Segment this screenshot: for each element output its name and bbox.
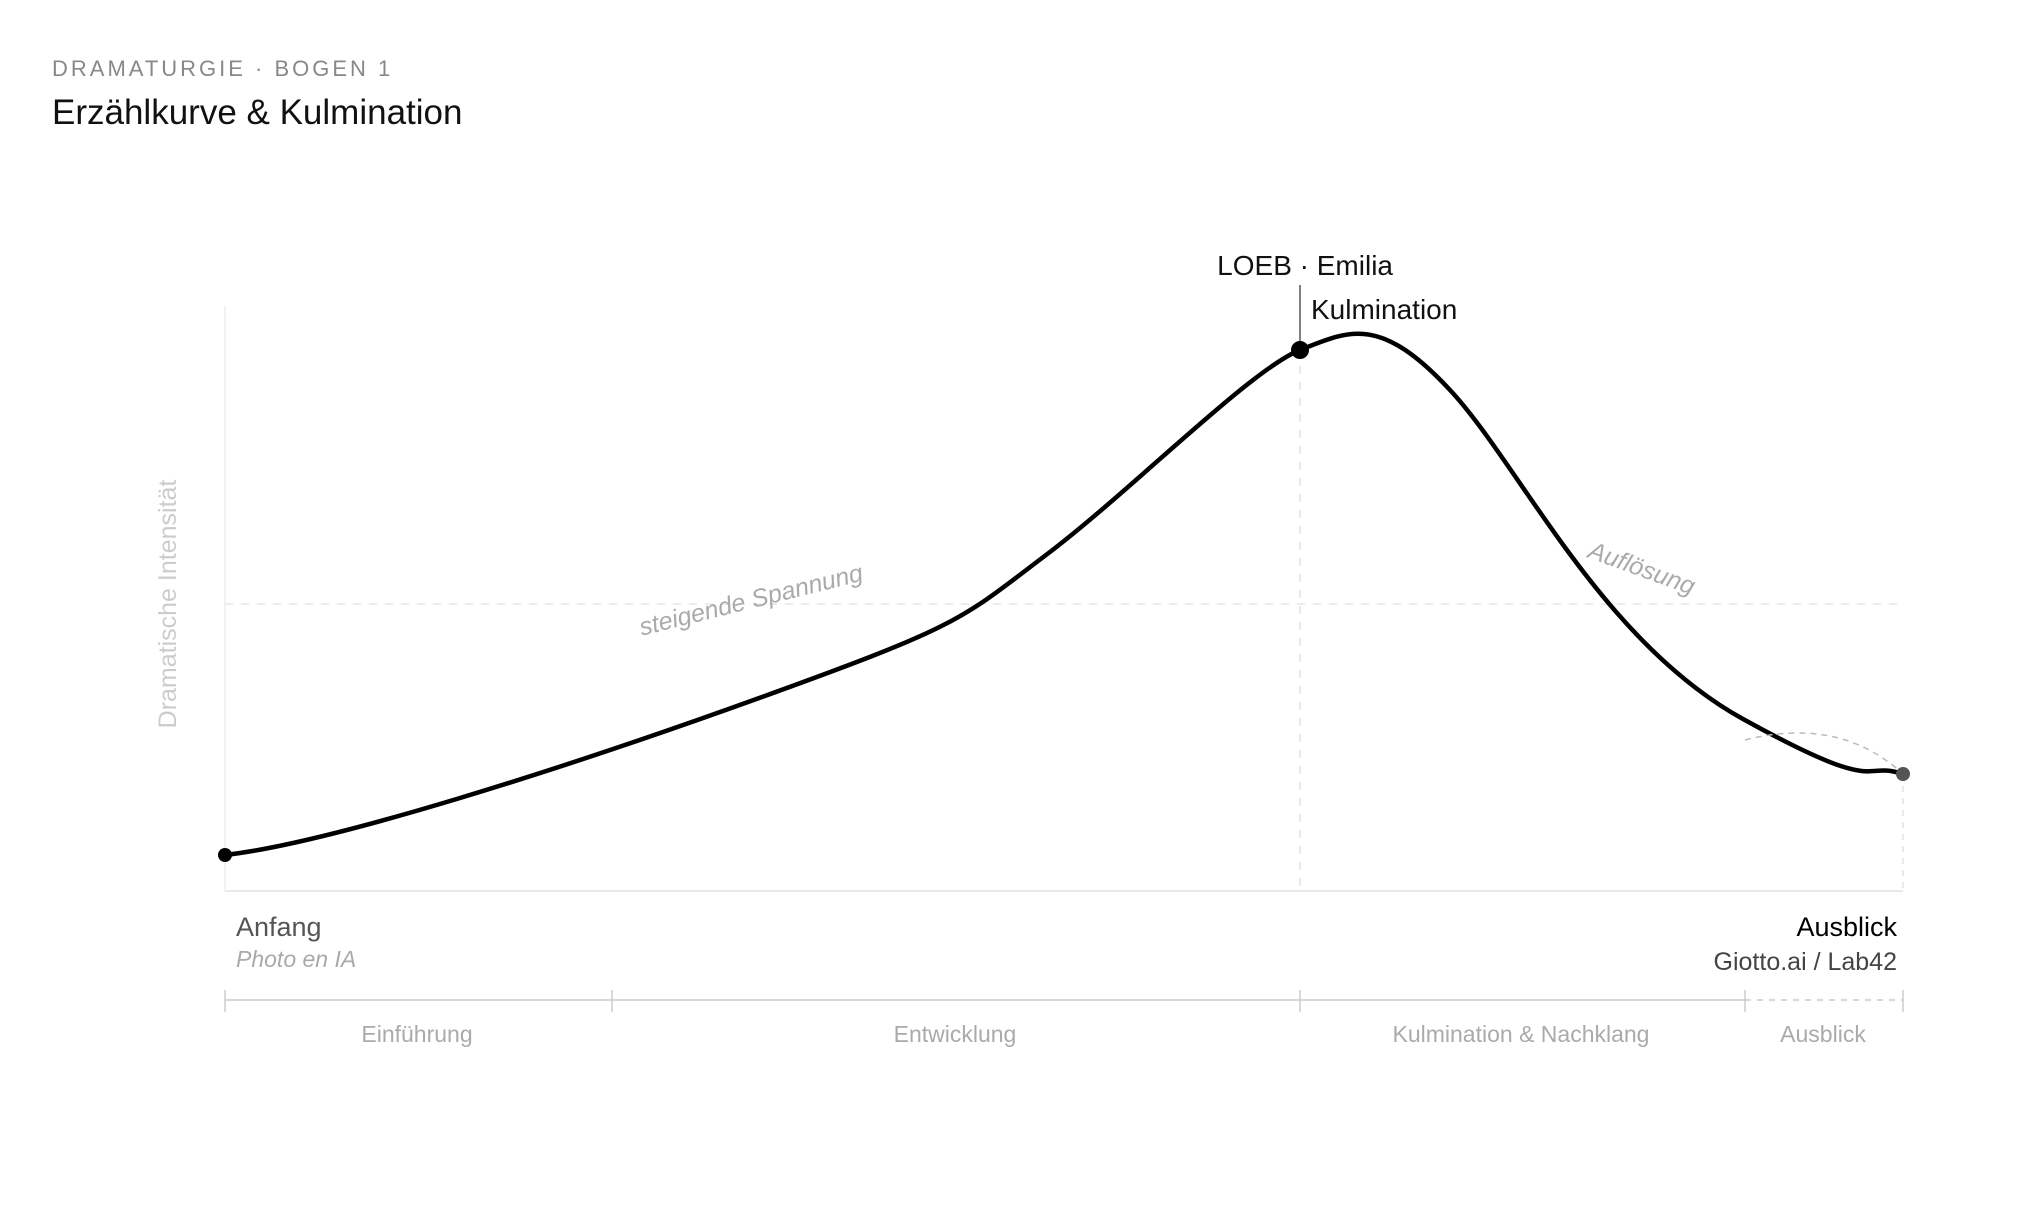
phase-label: Einführung: [361, 1021, 472, 1047]
phase-label: Kulmination & Nachklang: [1393, 1021, 1650, 1047]
narrative-curve: [224, 331, 1904, 858]
end-label: Ausblick: [1796, 912, 1897, 942]
peak-dot: [1291, 341, 1309, 359]
y-axis-label: Dramatische Intensität: [154, 480, 182, 729]
peak-label: LOEB · Emilia: [1217, 250, 1393, 281]
alt-curve: [1744, 732, 1904, 775]
phase-ticks: [224, 990, 1904, 1012]
phase-labels: Einführung Entwicklung Kulmination & Nac…: [361, 1021, 1866, 1047]
end-dot: [1896, 767, 1910, 781]
peak-label-text: LOEB · Emilia: [1217, 250, 1393, 281]
start-label: Anfang: [236, 912, 322, 942]
end-sublabel: Giotto.ai / Lab42: [1714, 948, 1897, 976]
title: Erzählkurve & Kulmination: [52, 93, 462, 132]
phase-label: Entwicklung: [894, 1021, 1017, 1047]
rising-annotation: steigende Spannung: [636, 559, 865, 642]
start-dot: [218, 848, 232, 862]
phase-label: Ausblick: [1780, 1021, 1866, 1047]
peak-sublabel: Kulmination: [1311, 294, 1457, 325]
kicker: DRAMATURGIE · BOGEN 1: [52, 56, 393, 81]
start-sublabel: Photo en IA: [236, 946, 356, 972]
